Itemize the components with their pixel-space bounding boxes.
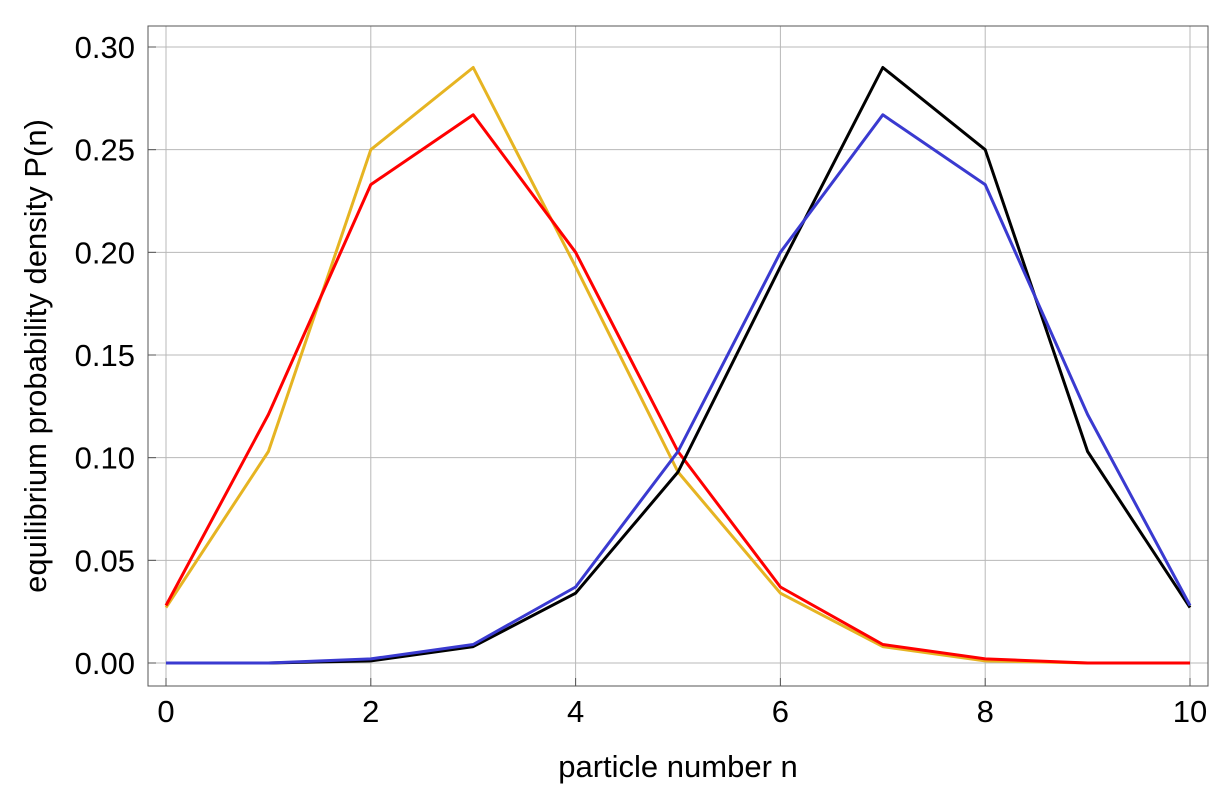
series-line-3 <box>166 113 1192 665</box>
ticks: 0 2 4 6 8 10 0.00 0.05 0.10 0.15 0.20 0.25 0.30 <box>75 30 1208 729</box>
x-axis-label: particle number n <box>558 749 798 784</box>
grid <box>148 26 1208 686</box>
series-line-2 <box>166 66 1192 665</box>
y-tick-label-2: 0.10 <box>75 441 135 476</box>
y-axis-label: equilibrium probability density P(n) <box>18 119 53 593</box>
y-tick-label-6: 0.30 <box>75 30 135 65</box>
x-tick-label-3: 6 <box>772 694 789 729</box>
x-tick-label-2: 4 <box>567 694 584 729</box>
y-tick-label-4: 0.20 <box>75 235 135 270</box>
series-line-1 <box>164 113 1190 665</box>
plot-frame <box>147 25 1209 687</box>
x-tick-label-4: 8 <box>977 694 994 729</box>
y-tick-label-1: 0.05 <box>75 543 135 578</box>
series-group <box>164 66 1192 665</box>
x-tick-label-5: 10 <box>1173 694 1207 729</box>
y-tick-label-5: 0.25 <box>75 133 135 168</box>
x-tick-label-0: 0 <box>157 694 174 729</box>
x-tick-label-1: 2 <box>362 694 379 729</box>
y-tick-label-3: 0.15 <box>75 338 135 373</box>
series-line-0 <box>164 66 1190 665</box>
y-tick-label-0: 0.00 <box>75 646 135 681</box>
